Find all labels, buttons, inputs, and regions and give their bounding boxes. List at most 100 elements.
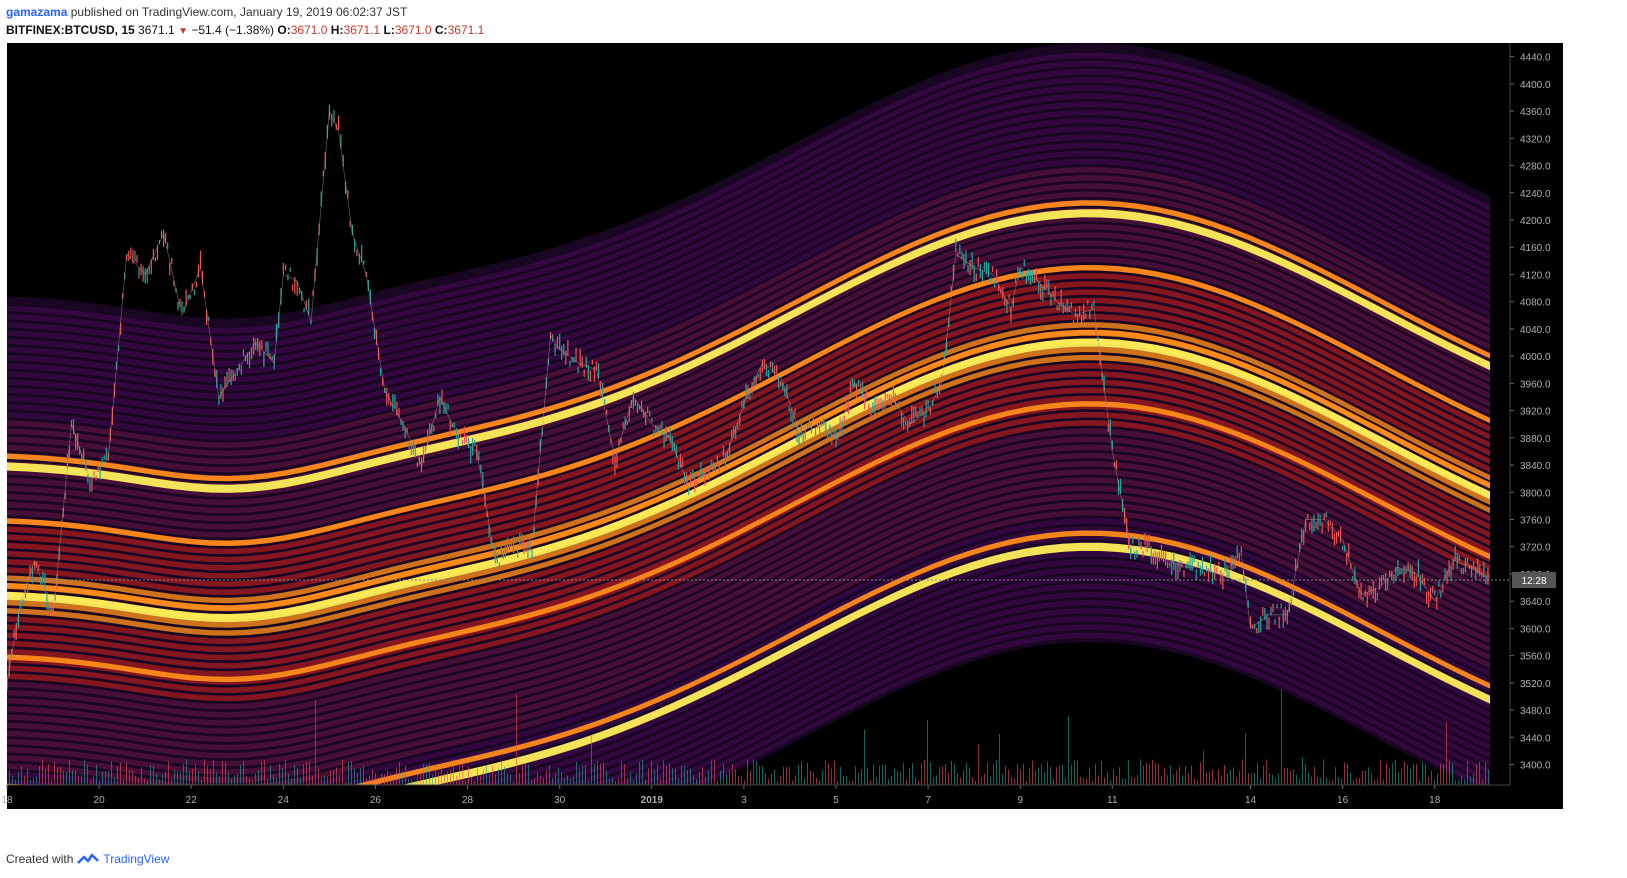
price-series <box>7 104 1491 691</box>
heatmap-bands <box>7 43 1490 785</box>
volume-bar <box>420 771 421 785</box>
volume-bar <box>690 768 691 785</box>
volume-bar <box>531 780 532 785</box>
volume-bar <box>1482 778 1483 785</box>
volume-bar <box>1188 773 1189 785</box>
volume-bar <box>99 780 100 785</box>
heat-band <box>402 542 1490 785</box>
volume-bar <box>732 764 733 785</box>
volume-bar <box>1422 761 1423 785</box>
volume-bar <box>1038 767 1039 785</box>
volume-bar <box>855 766 856 785</box>
volume-bar <box>27 768 28 785</box>
volume-bar <box>1413 764 1414 785</box>
volume-bar <box>798 764 799 785</box>
volume-bar <box>195 764 196 785</box>
volume-bar <box>324 775 325 785</box>
volume-bar <box>66 771 67 785</box>
volume-bar <box>1449 760 1450 785</box>
volume-bar <box>999 733 1000 785</box>
volume-bar <box>141 767 142 785</box>
volume-bar <box>198 771 199 785</box>
volume-bar <box>474 780 475 785</box>
tradingview-brand[interactable]: TradingView <box>103 852 170 866</box>
volume-bar <box>525 763 526 785</box>
volume-bar <box>375 773 376 785</box>
close-value: 3671.1 <box>447 23 485 37</box>
volume-bar <box>123 779 124 785</box>
volume-bar <box>984 774 985 785</box>
volume-bar <box>150 764 151 785</box>
volume-bar <box>165 771 166 785</box>
volume-bar <box>1476 764 1477 785</box>
volume-bar <box>1041 763 1042 785</box>
volume-bar <box>18 771 19 785</box>
publisher-name[interactable]: gamazama <box>6 5 68 19</box>
volume-bar <box>435 765 436 785</box>
volume-bar <box>594 763 595 785</box>
volume-bar <box>1122 778 1123 785</box>
y-axis[interactable]: 4440.0 4400.0 4360.0 4320.0 4280.0 4240.0 4200… <box>1510 53 1551 772</box>
volume-bar <box>624 764 625 785</box>
volume-bar <box>978 743 979 785</box>
volume-bar <box>1371 773 1372 785</box>
volume-bar <box>387 769 388 785</box>
volume-bar <box>729 770 730 785</box>
volume-bar <box>1008 769 1009 785</box>
volume-bar <box>1266 759 1267 785</box>
volume-bar <box>1446 721 1447 785</box>
volume-bar <box>444 773 445 785</box>
volume-bar <box>1488 769 1489 785</box>
x-tick-label: 2019 <box>641 795 664 806</box>
volume-bar <box>1203 750 1204 785</box>
x-tick-label: 18 <box>1 795 13 806</box>
volume-bar <box>1338 777 1339 785</box>
volume-bar <box>1380 759 1381 785</box>
volume-bar <box>873 764 874 785</box>
volume-bar <box>705 777 706 785</box>
y-tick-label: 3760.0 <box>1520 516 1551 527</box>
volume-bar <box>1272 774 1273 785</box>
volume-bar <box>510 774 511 785</box>
volume-bar <box>1383 779 1384 785</box>
y-tick-label: 4120.0 <box>1520 270 1551 281</box>
volume-bar <box>24 775 25 785</box>
x-axis[interactable]: 18 20 22 24 26 28 30 2019 3 5 7 9 11 14 16 18 <box>1 785 1441 806</box>
volume-bar <box>201 779 202 785</box>
volume-bar <box>789 767 790 785</box>
volume-bar <box>1068 716 1069 785</box>
volume-bar <box>168 761 169 785</box>
volume-bar <box>306 761 307 785</box>
volume-bar <box>1083 778 1084 785</box>
heat-band <box>611 599 1490 785</box>
volume-bar <box>255 773 256 785</box>
volume-bar <box>738 775 739 785</box>
volume-bar <box>1044 771 1045 785</box>
volume-bar <box>156 773 157 785</box>
volume-bar <box>279 763 280 785</box>
volume-bar <box>819 780 820 785</box>
volume-bar <box>1224 765 1225 785</box>
low-label: L: <box>383 23 395 37</box>
volume-bar <box>498 768 499 785</box>
volume-bar <box>894 769 895 785</box>
volume-bar <box>1458 779 1459 785</box>
y-tick-label: 4080.0 <box>1520 298 1551 309</box>
volume-bar <box>270 765 271 785</box>
volume-bar <box>801 761 802 785</box>
volume-bar <box>393 775 394 785</box>
volume-bar <box>432 774 433 785</box>
volume-bar <box>207 766 208 785</box>
volume-bar <box>1113 769 1114 785</box>
volume-bar <box>786 766 787 785</box>
volume-bar <box>1053 779 1054 785</box>
volume-bar <box>618 778 619 785</box>
volume-bar <box>72 770 73 785</box>
volume-bar <box>1245 733 1246 785</box>
volume-bar <box>1485 762 1486 785</box>
volume-bar <box>708 770 709 785</box>
volume-bar <box>1239 771 1240 785</box>
volume-bar <box>807 762 808 785</box>
volume-bar <box>630 772 631 785</box>
